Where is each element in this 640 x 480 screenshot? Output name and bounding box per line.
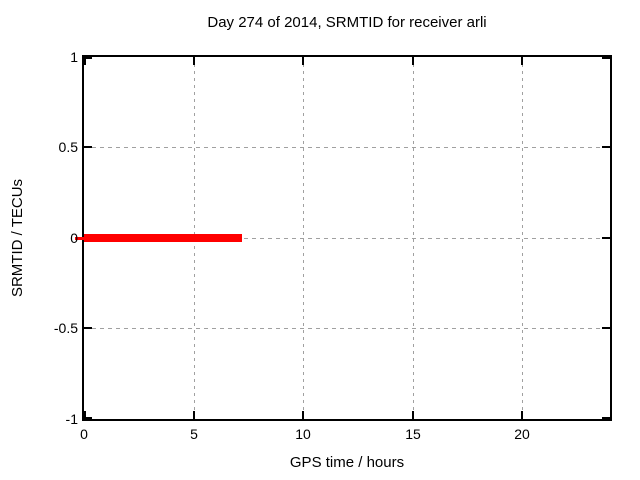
xtick-label-10: 10	[295, 426, 311, 442]
series-srmtid-line-overhang	[75, 237, 84, 240]
ytick-label--1: -1	[65, 411, 78, 427]
tick-right--1	[602, 417, 610, 419]
gridline-y-0.5	[84, 147, 610, 148]
gridline-y-0	[84, 238, 610, 239]
tick-bottom-10	[302, 411, 304, 419]
ytick-label-1: 1	[70, 49, 78, 65]
tick-bottom-0	[84, 411, 86, 419]
tick-bottom-15	[412, 411, 414, 419]
tick-top-0	[84, 57, 86, 65]
tick-right--0.5	[602, 327, 610, 329]
tick-top-15	[412, 57, 414, 65]
tick-right-0	[602, 237, 610, 239]
tick-top-10	[302, 57, 304, 65]
tick-bottom-5	[193, 411, 195, 419]
tick-right-0.5	[602, 146, 610, 148]
tick-left-1	[84, 57, 92, 59]
tick-top-5	[193, 57, 195, 65]
y-axis-label: SRMTID / TECUs	[9, 178, 26, 298]
chart-title: Day 274 of 2014, SRMTID for receiver arl…	[207, 14, 487, 31]
x-axis-label: GPS time / hours	[289, 454, 405, 471]
tick-bottom-20	[521, 411, 523, 419]
ytick-label--0.5: -0.5	[53, 320, 78, 336]
tick-right-1	[602, 57, 610, 59]
plot-area	[75, 55, 612, 421]
xtick-label-0: 0	[80, 426, 88, 442]
ytick-label-0: 0	[70, 230, 78, 246]
tick-left--1	[84, 417, 92, 419]
tick-left-0.5	[84, 146, 92, 148]
series-srmtid-line	[84, 234, 242, 242]
xtick-label-15: 15	[405, 426, 421, 442]
xtick-label-20: 20	[514, 426, 530, 442]
xtick-label-5: 5	[190, 426, 198, 442]
tick-left--0.5	[84, 327, 92, 329]
ytick-label-0.5: 0.5	[58, 139, 78, 155]
gridline-y--0.5	[84, 328, 610, 329]
tick-top-20	[521, 57, 523, 65]
